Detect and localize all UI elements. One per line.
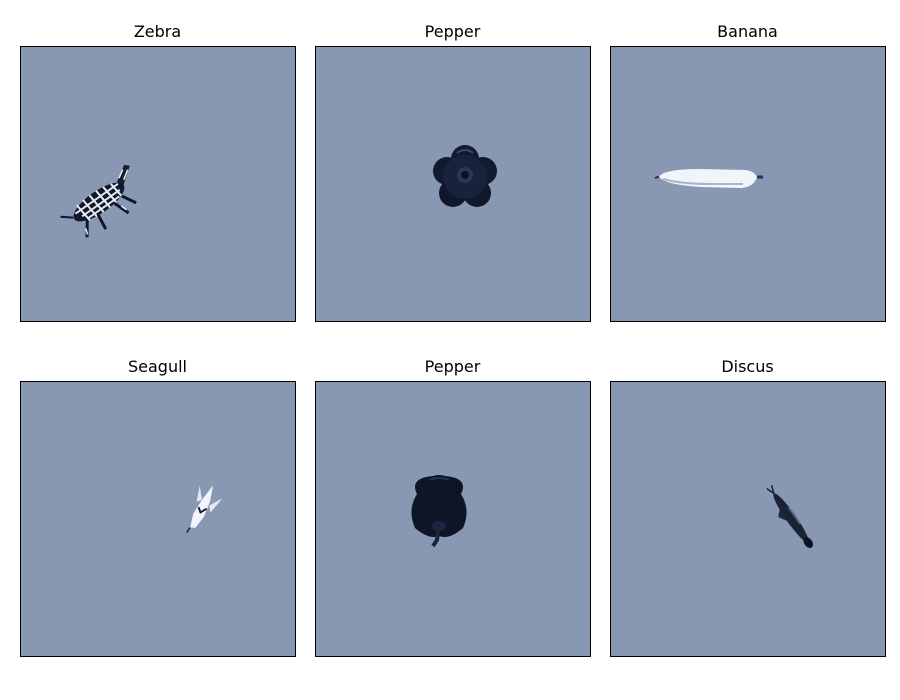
panel-title-pepper-2: Pepper: [424, 357, 481, 376]
panel-title-zebra: Zebra: [133, 22, 182, 41]
pepper-top-image: [316, 47, 590, 321]
image-panel-discus: [610, 381, 886, 657]
panel-title-pepper-1: Pepper: [424, 22, 481, 41]
image-panel-pepper-1: [315, 46, 591, 322]
zebra-image: [21, 47, 295, 321]
image-panel-pepper-2: [315, 381, 591, 657]
seagull-image: [21, 382, 295, 656]
panel-title-discus: Discus: [721, 357, 774, 376]
pepper-side-image: [316, 382, 590, 656]
image-panel-zebra: [20, 46, 296, 322]
panel-title-seagull: Seagull: [128, 357, 187, 376]
panel-title-banana: Banana: [717, 22, 778, 41]
image-panel-seagull: [20, 381, 296, 657]
banana-image: [611, 47, 885, 321]
image-panel-banana: [610, 46, 886, 322]
discus-image: [611, 382, 885, 656]
